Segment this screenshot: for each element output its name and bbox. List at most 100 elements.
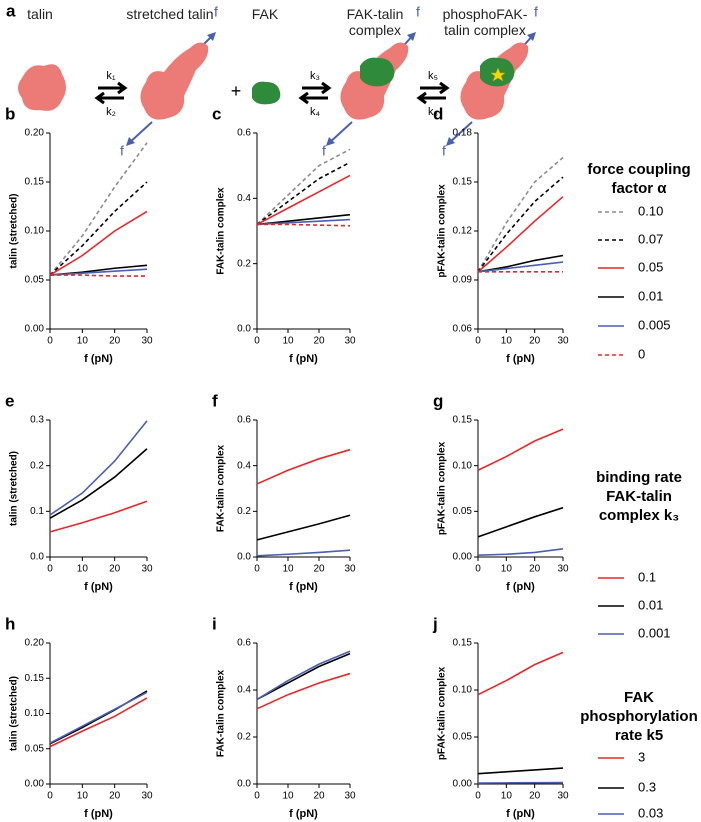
legend-title: FAK phosphorylation rate k5 <box>580 689 698 744</box>
force-label: f <box>322 143 326 159</box>
y-tick-label: 0.09 <box>453 275 473 286</box>
x-axis-label: f (pN) <box>506 353 535 365</box>
y-tick-label: 0.0 <box>237 552 251 563</box>
panel-letter: g <box>433 391 443 410</box>
equilibrium-arrows <box>94 81 450 105</box>
x-tick-label: 20 <box>109 336 121 347</box>
species-label: stretched talin <box>126 6 214 22</box>
x-tick-label: 10 <box>282 564 294 575</box>
x-tick-label: 0 <box>475 564 481 575</box>
species-label: talin <box>27 6 53 22</box>
x-tick-label: 20 <box>313 336 325 347</box>
x-tick-label: 20 <box>313 564 325 575</box>
rate-label: k₃ <box>310 70 320 82</box>
x-tick-label: 30 <box>344 564 356 575</box>
panel-letter: e <box>5 391 14 410</box>
y-tick-label: 0.00 <box>25 324 45 335</box>
rate-label: k₆ <box>428 106 438 118</box>
rate-label: k₄ <box>310 106 321 118</box>
panel-letter: b <box>5 104 15 123</box>
data-line <box>477 176 564 273</box>
y-axis-label: pFAK-talin complex <box>437 184 448 278</box>
x-tick-label: 10 <box>77 336 89 347</box>
data-line <box>256 174 351 226</box>
plus: + <box>231 81 242 101</box>
x-tick-label: 0 <box>254 336 260 347</box>
data-line <box>49 181 148 276</box>
x-axis-label: f (pN) <box>289 808 318 820</box>
y-axis-label: FAK-talin complex <box>216 669 227 757</box>
x-tick-label: 0 <box>475 336 481 347</box>
rate-label: k₂ <box>106 106 116 118</box>
x-axis-label: f (pN) <box>289 353 318 365</box>
data-line <box>257 223 351 227</box>
force-label: f <box>416 4 420 20</box>
y-tick-label: 0.15 <box>25 177 45 188</box>
data-line <box>256 672 351 710</box>
data-line <box>477 767 564 775</box>
data-line <box>477 261 564 273</box>
species-label: FAK <box>251 6 279 22</box>
y-tick-label: 0.4 <box>237 193 251 204</box>
y-tick-label: 0.20 <box>25 638 45 649</box>
data-line <box>49 697 148 748</box>
y-tick-label: 0.15 <box>25 673 45 684</box>
panel-letter: j <box>432 614 438 633</box>
data-line <box>49 268 148 276</box>
x-tick-label: 10 <box>282 791 294 802</box>
legend-label: 0.005 <box>638 317 671 332</box>
y-tick-label: 0.05 <box>453 732 473 743</box>
legend-label: 0.07 <box>638 231 663 246</box>
data-line <box>256 161 351 226</box>
legend-label: 0.05 <box>638 259 663 274</box>
y-axis-label: FAK-talin complex <box>216 187 227 275</box>
data-line <box>49 500 148 533</box>
y-tick-label: 0.6 <box>237 415 251 426</box>
x-tick-label: 30 <box>141 564 153 575</box>
x-tick-label: 10 <box>282 336 294 347</box>
x-tick-label: 30 <box>557 336 569 347</box>
fak-talin-complex <box>326 32 416 146</box>
data-line <box>256 514 351 541</box>
y-tick-label: 0.2 <box>30 460 44 471</box>
fak-shape <box>252 81 281 105</box>
rate-label: k₁ <box>106 70 116 82</box>
y-axis-label: FAK-talin complex <box>216 444 227 532</box>
legend-label: 0.10 <box>638 203 663 218</box>
y-tick-label: 0.10 <box>25 708 45 719</box>
y-tick-label: 0.1 <box>30 506 44 517</box>
x-tick-label: 0 <box>254 564 260 575</box>
y-tick-label: 0.2 <box>237 732 251 743</box>
y-axis-label: talin (stretched) <box>9 451 20 526</box>
data-line <box>256 213 351 226</box>
data-line <box>477 506 564 538</box>
x-tick-label: 30 <box>141 336 153 347</box>
data-line <box>256 549 351 557</box>
force-label: f <box>120 143 124 159</box>
y-tick-label: 0.12 <box>453 226 473 237</box>
y-tick-label: 0.2 <box>237 258 251 269</box>
y-tick-label: 0.00 <box>453 779 473 790</box>
data-line <box>256 650 351 701</box>
data-line <box>477 547 564 556</box>
y-tick-label: 0.4 <box>237 460 251 471</box>
y-tick-label: 0.10 <box>453 685 473 696</box>
y-tick-label: 0.05 <box>25 275 45 286</box>
panel-letter: a <box>6 1 16 20</box>
data-line <box>477 156 564 273</box>
x-axis-label: f (pN) <box>506 808 535 820</box>
x-tick-label: 0 <box>47 791 53 802</box>
x-tick-label: 10 <box>501 336 513 347</box>
data-line <box>477 428 564 471</box>
data-line <box>256 218 351 226</box>
y-tick-label: 0.05 <box>25 743 45 754</box>
x-axis-label: f (pN) <box>506 581 535 593</box>
panel-letter: h <box>5 614 15 633</box>
y-tick-label: 0.00 <box>25 779 45 790</box>
y-tick-label: 0.15 <box>453 638 473 649</box>
data-line <box>49 691 148 744</box>
y-tick-label: 0.10 <box>453 460 473 471</box>
x-tick-label: 20 <box>109 791 121 802</box>
